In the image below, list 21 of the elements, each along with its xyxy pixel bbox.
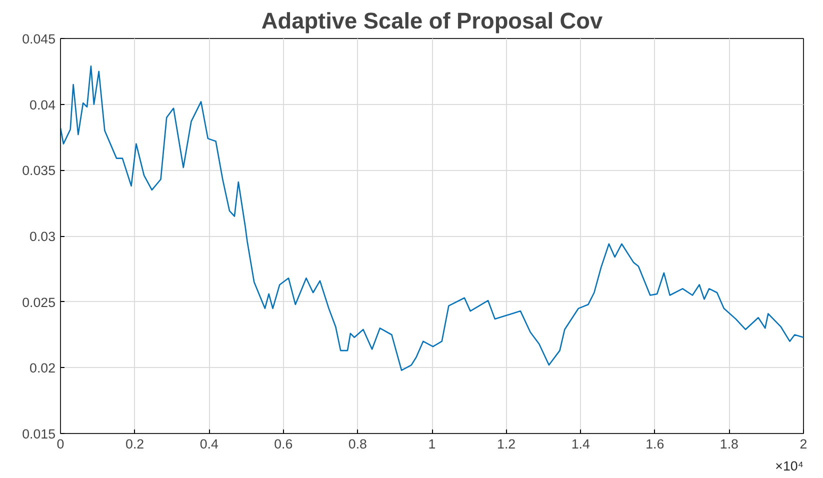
x-tick-label: 0.8 bbox=[348, 436, 367, 452]
x-tick-label: 1 bbox=[428, 436, 436, 452]
x-tick-label: 2 bbox=[800, 436, 808, 452]
x-tick-label: 1.4 bbox=[571, 436, 590, 452]
y-tick-label: 0.03 bbox=[30, 229, 56, 244]
x-tick-label: 0 bbox=[56, 436, 64, 452]
y-tick-label: 0.025 bbox=[22, 294, 56, 310]
x-tick-label: 1.2 bbox=[497, 436, 516, 452]
x-tick-label: 1.6 bbox=[646, 436, 664, 452]
y-tick-label: 0.04 bbox=[30, 97, 56, 112]
x-tick-label: 0.4 bbox=[200, 436, 219, 452]
chart-title: Adaptive Scale of Proposal Cov bbox=[261, 8, 603, 34]
y-tick-label: 0.045 bbox=[22, 32, 56, 46]
x-tick-label: 0.6 bbox=[274, 436, 293, 452]
y-tick-label: 0.02 bbox=[30, 360, 56, 376]
y-tick-label: 0.035 bbox=[22, 163, 56, 178]
line-series bbox=[60, 66, 804, 371]
text: ×10⁴ bbox=[775, 458, 804, 474]
y-tick-label: 0.015 bbox=[22, 426, 56, 442]
x-tick-label: 0.2 bbox=[126, 436, 144, 452]
x-tick-label: 1.8 bbox=[720, 436, 738, 452]
